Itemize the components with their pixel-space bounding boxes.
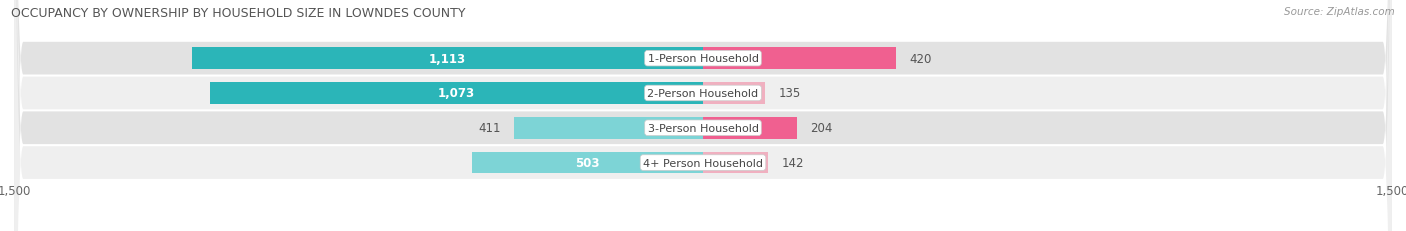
Bar: [515, 118, 703, 139]
Text: 1,073: 1,073: [439, 87, 475, 100]
FancyBboxPatch shape: [14, 0, 1392, 231]
Text: 3-Person Household: 3-Person Household: [648, 123, 758, 133]
Text: Source: ZipAtlas.com: Source: ZipAtlas.com: [1284, 7, 1395, 17]
Bar: [703, 83, 765, 104]
FancyBboxPatch shape: [14, 0, 1392, 231]
Bar: [703, 118, 797, 139]
Bar: [209, 83, 703, 104]
Text: 411: 411: [478, 122, 501, 135]
Text: OCCUPANCY BY OWNERSHIP BY HOUSEHOLD SIZE IN LOWNDES COUNTY: OCCUPANCY BY OWNERSHIP BY HOUSEHOLD SIZE…: [11, 7, 465, 20]
Bar: [703, 152, 768, 174]
Text: 142: 142: [782, 156, 804, 169]
Text: 204: 204: [810, 122, 832, 135]
Text: 503: 503: [575, 156, 600, 169]
FancyBboxPatch shape: [14, 0, 1392, 231]
Text: 420: 420: [910, 52, 932, 65]
Text: 1,113: 1,113: [429, 52, 465, 65]
FancyBboxPatch shape: [14, 0, 1392, 231]
Text: 135: 135: [779, 87, 801, 100]
Text: 4+ Person Household: 4+ Person Household: [643, 158, 763, 168]
Text: 2-Person Household: 2-Person Household: [647, 88, 759, 99]
Text: 1-Person Household: 1-Person Household: [648, 54, 758, 64]
Bar: [191, 48, 703, 70]
Bar: [703, 48, 896, 70]
Bar: [472, 152, 703, 174]
